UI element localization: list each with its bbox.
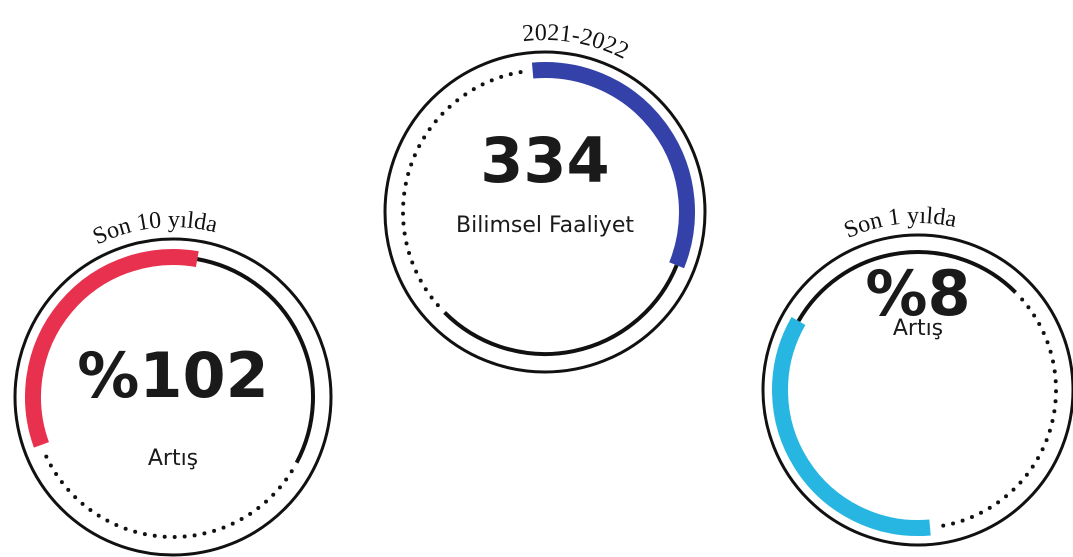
caption: 2021-2022: [521, 20, 632, 65]
solid-arc: [196, 257, 315, 464]
value: %8: [865, 257, 970, 330]
progress-arc: [772, 317, 931, 536]
dotted-arc: [43, 451, 294, 539]
outer-ring: [13, 237, 333, 557]
progress-arc: [25, 249, 199, 448]
value: 334: [480, 124, 609, 197]
outer-ring: [383, 50, 707, 374]
outer-ring: [761, 233, 1073, 547]
label: Artış: [893, 316, 943, 341]
value: %102: [77, 339, 269, 412]
dotted-arc: [937, 297, 1058, 529]
solid-arc: [796, 250, 1017, 323]
caption-text: Son 10 yılda: [89, 207, 220, 250]
caption-text: 2021-2022: [521, 20, 632, 65]
dotted-arc: [401, 69, 525, 308]
solid-arc: [443, 264, 679, 356]
progress-arc: [531, 62, 695, 269]
caption: Son 10 yılda: [89, 207, 220, 250]
label: Bilimsel Faaliyet: [456, 213, 634, 238]
label: Artış: [148, 446, 198, 471]
